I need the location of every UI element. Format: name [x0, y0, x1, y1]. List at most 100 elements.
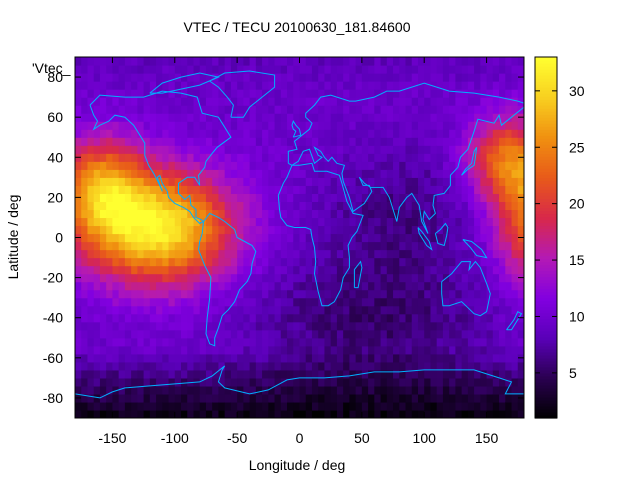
heat-cell	[262, 337, 269, 347]
heat-cell	[355, 97, 363, 106]
heat-cell	[181, 201, 188, 211]
heat-cell	[268, 273, 276, 283]
heat-cell	[380, 201, 388, 211]
heat-cell	[262, 145, 269, 154]
heat-cell	[449, 73, 457, 82]
heat-cell	[193, 273, 201, 283]
heat-cell	[262, 217, 269, 227]
heat-cell	[181, 169, 188, 178]
heat-cell	[393, 137, 400, 146]
heat-cell	[318, 81, 326, 90]
heat-cell	[199, 73, 207, 82]
heat-cell	[268, 209, 276, 219]
heat-cell	[274, 113, 282, 122]
heat-cell	[143, 329, 151, 339]
heat-cell	[336, 353, 344, 363]
heat-cell	[380, 153, 388, 162]
heat-cell	[162, 145, 170, 154]
heat-cell	[212, 265, 220, 275]
heat-cell	[287, 209, 294, 219]
heat-cell	[99, 257, 107, 267]
heat-cell	[336, 265, 344, 275]
heat-cell	[168, 257, 176, 267]
colorbar-step	[535, 174, 557, 178]
heat-cell	[287, 345, 294, 355]
heat-cell	[124, 193, 132, 202]
heat-cell	[374, 97, 382, 106]
heat-cell	[318, 217, 326, 227]
heat-cell	[436, 129, 444, 138]
heat-cell	[293, 249, 301, 259]
heat-cell	[243, 217, 251, 227]
heat-cell	[499, 209, 506, 219]
heat-cell	[280, 201, 288, 211]
heat-cell	[99, 321, 107, 331]
heat-cell	[480, 337, 488, 347]
heat-cell	[461, 73, 469, 82]
heat-cell	[499, 185, 506, 194]
heat-cell	[224, 361, 232, 371]
heat-cell	[492, 273, 500, 283]
heat-cell	[243, 233, 251, 243]
heat-cell	[449, 193, 457, 202]
heat-cell	[511, 89, 519, 98]
heat-cell	[143, 361, 151, 371]
heat-cell	[318, 409, 326, 418]
heat-cell	[143, 73, 151, 82]
heat-cell	[106, 265, 114, 275]
heat-cell	[162, 361, 170, 371]
heat-cell	[430, 393, 438, 403]
heat-cell	[417, 409, 425, 418]
colorbar-step	[535, 348, 557, 353]
heat-cell	[187, 353, 195, 363]
heat-cell	[181, 225, 188, 235]
heat-cell	[81, 201, 89, 211]
heat-cell	[374, 297, 382, 307]
heat-cell	[187, 97, 195, 106]
heat-cell	[162, 353, 170, 363]
heat-cell	[218, 329, 226, 339]
heat-cell	[305, 353, 313, 363]
heat-cell	[511, 233, 519, 243]
heat-cell	[230, 169, 238, 178]
heat-cell	[143, 289, 151, 299]
heat-cell	[486, 337, 494, 347]
heat-cell	[305, 177, 313, 186]
heat-cell	[249, 401, 257, 411]
heat-cell	[442, 401, 450, 411]
heat-cell	[87, 89, 95, 98]
heat-cell	[174, 193, 182, 202]
colorbar-step	[535, 237, 557, 242]
heat-cell	[424, 185, 432, 194]
heat-cell	[93, 201, 101, 211]
heat-cell	[106, 161, 114, 170]
heat-cell	[131, 113, 138, 122]
heat-cell	[449, 225, 457, 235]
heat-cell	[486, 185, 494, 194]
heat-cell	[299, 73, 307, 82]
heat-cell	[187, 161, 195, 170]
heat-cell	[449, 321, 457, 331]
heat-cell	[149, 281, 157, 291]
heat-cell	[174, 409, 182, 418]
heat-cell	[293, 217, 301, 227]
heat-cell	[199, 353, 207, 363]
heat-cell	[505, 185, 513, 194]
heat-cell	[449, 105, 457, 114]
heat-cell	[449, 185, 457, 194]
heat-cell	[93, 137, 101, 146]
heat-cell	[118, 193, 126, 202]
heat-cell	[193, 145, 201, 154]
heat-cell	[280, 209, 288, 219]
heat-cell	[305, 241, 313, 251]
heat-cell	[474, 73, 481, 82]
heat-cell	[305, 193, 313, 202]
colorbar-step	[535, 264, 557, 269]
heat-cell	[467, 377, 475, 387]
heat-cell	[106, 289, 114, 299]
heat-cell	[380, 81, 388, 90]
heat-cell	[124, 305, 132, 315]
heat-cell	[442, 209, 450, 219]
heat-cell	[336, 257, 344, 267]
heat-cell	[324, 385, 332, 395]
